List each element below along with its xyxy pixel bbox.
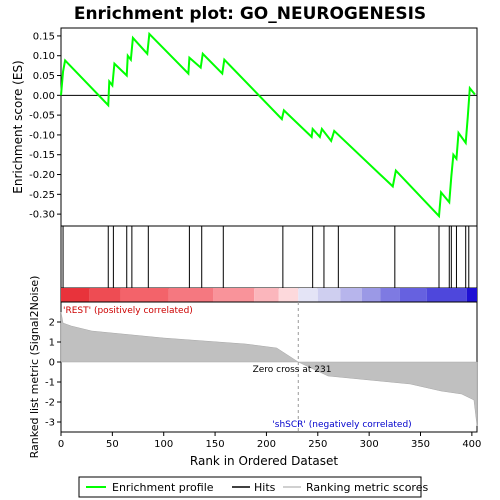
es-y-tick-label: 0.15 — [33, 31, 55, 42]
ranking-metric-area — [60, 311, 478, 427]
metric-y-tick-label: 0 — [49, 358, 55, 369]
hits-plot-area — [60, 225, 478, 289]
negative-correlation-label: 'shSCR' (negatively correlated) — [272, 420, 411, 430]
x-tick-label: 350 — [411, 439, 430, 450]
es-y-tick-label: -0.30 — [29, 210, 55, 221]
hit-marks — [62, 226, 470, 288]
chart-title: Enrichment plot: GO_NEUROGENESIS — [74, 4, 426, 24]
es-y-tick-label: -0.05 — [29, 111, 55, 122]
heatbar-segment — [426, 288, 467, 302]
es-y-tick-label: 0.05 — [33, 71, 55, 82]
es-y-tick-label: -0.10 — [29, 130, 55, 141]
heatbar-segment — [61, 288, 90, 302]
x-tick-label: 400 — [462, 439, 481, 450]
heatbar-segment — [213, 288, 255, 302]
positive-correlation-label: 'REST' (positively correlated) — [63, 306, 193, 316]
es-y-tick-label: -0.20 — [29, 170, 55, 181]
heatbar-segment — [466, 288, 477, 302]
heatbar-segment — [298, 288, 318, 302]
es-y-tick-label: -0.25 — [29, 190, 55, 201]
heatbar-segment — [254, 288, 279, 302]
x-tick-label: 200 — [257, 439, 276, 450]
heatbar-segment — [120, 288, 169, 302]
heatbar-segment — [89, 288, 121, 302]
heatbar-segment — [399, 288, 427, 302]
x-axis-title: Rank in Ordered Dataset — [190, 454, 338, 468]
legend-metric-label: Ranking metric scores — [306, 481, 428, 494]
x-tick-label: 50 — [106, 439, 119, 450]
heatbar-segment — [317, 288, 341, 302]
heatbar-segment — [380, 288, 400, 302]
x-tick-label: 300 — [360, 439, 379, 450]
heatbar-segment — [168, 288, 214, 302]
es-y-axis: 0.15 0.10 0.05 0.00 -0.05 -0.10 -0.15 -0.20 -0.2… — [29, 31, 61, 221]
heatbar-segments — [61, 288, 477, 302]
metric-y-axis: 2 1 0 -1 -2 -3 — [45, 318, 61, 429]
legend-hits-label: Hits — [254, 481, 276, 494]
legend-profile-label: Enrichment profile — [112, 481, 214, 494]
x-tick-label: 250 — [308, 439, 327, 450]
es-plot-area — [60, 27, 478, 227]
metric-y-tick-label: -3 — [45, 418, 55, 429]
ranked-metric-panel: 2 1 0 -1 -2 -3 'REST' (positively correlated)… — [28, 276, 478, 459]
es-y-tick-label: 0.00 — [33, 91, 55, 102]
hits-panel — [60, 225, 478, 289]
zero-cross-label: Zero cross at 231 — [253, 365, 332, 375]
es-y-tick-label: -0.15 — [29, 150, 55, 161]
metric-y-tick-label: -2 — [45, 398, 55, 409]
metric-y-tick-label: -1 — [45, 378, 55, 389]
legend: Enrichment profile Hits Ranking metric s… — [78, 476, 428, 498]
metric-y-tick-label: 1 — [49, 338, 55, 349]
heatbar-segment — [361, 288, 381, 302]
enrichment-profile-line — [60, 31, 476, 219]
x-tick-label: 0 — [58, 439, 64, 450]
es-y-tick-label: 0.10 — [33, 51, 55, 62]
x-axis: 0 50 100 150 200 250 300 350 400 — [58, 432, 481, 450]
heatbar-segment — [278, 288, 299, 302]
ranked-list-heatbar — [60, 287, 478, 303]
metric-y-tick-label: 2 — [49, 318, 55, 329]
enrichment-score-panel: 0.15 0.10 0.05 0.00 -0.05 -0.10 -0.15 -0.20 -0.2… — [11, 27, 478, 227]
x-tick-label: 100 — [154, 439, 173, 450]
x-tick-label: 150 — [206, 439, 225, 450]
es-y-axis-title: Enrichment score (ES) — [11, 60, 25, 193]
heatbar-segment — [340, 288, 362, 302]
metric-y-axis-title: Ranked list metric (Signal2Noise) — [28, 276, 41, 459]
